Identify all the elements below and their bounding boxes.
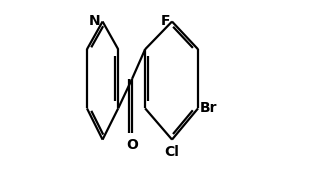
Text: N: N <box>89 14 101 28</box>
Text: Cl: Cl <box>165 145 179 159</box>
Text: Br: Br <box>200 101 217 115</box>
Text: F: F <box>161 14 170 28</box>
Text: O: O <box>126 138 138 152</box>
